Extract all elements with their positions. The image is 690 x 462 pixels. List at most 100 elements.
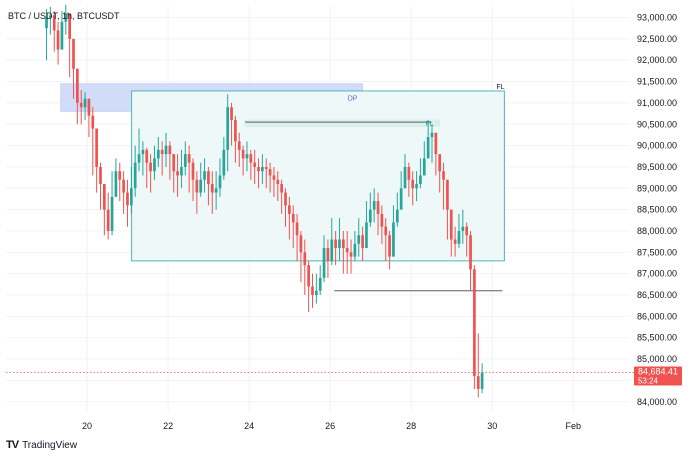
candle-body[interactable] — [180, 166, 183, 176]
candle-body[interactable] — [68, 13, 71, 39]
candle-body[interactable] — [183, 154, 187, 167]
candle-body[interactable] — [430, 132, 434, 138]
candle-body[interactable] — [407, 166, 411, 180]
candle-body[interactable] — [60, 21, 64, 50]
candle-body[interactable] — [442, 171, 445, 180]
candle-body[interactable] — [72, 38, 75, 69]
candle-body[interactable] — [126, 192, 129, 206]
candle-body[interactable] — [79, 102, 83, 108]
candle-body[interactable] — [315, 290, 318, 296]
candle-body[interactable] — [160, 149, 164, 155]
candle-body[interactable] — [284, 192, 287, 206]
last-price-badge[interactable] — [634, 366, 682, 386]
candle-body[interactable] — [137, 154, 141, 163]
candle-body[interactable] — [322, 248, 326, 278]
candle-body[interactable] — [365, 222, 368, 249]
tradingview-watermark[interactable]: TV TradingView — [6, 439, 77, 451]
candle-body[interactable] — [426, 137, 430, 159]
candle-body[interactable] — [473, 269, 476, 377]
candle-body[interactable] — [253, 162, 257, 167]
candle-body[interactable] — [419, 175, 422, 185]
candle-body[interactable] — [156, 149, 160, 159]
candle-body[interactable] — [349, 252, 353, 257]
candle-body[interactable] — [403, 166, 407, 189]
candle-body[interactable] — [272, 175, 276, 180]
candle-body[interactable] — [422, 158, 426, 176]
candle-body[interactable] — [257, 166, 260, 172]
candle-body[interactable] — [276, 179, 280, 185]
candle-body[interactable] — [476, 376, 480, 389]
candle-body[interactable] — [318, 277, 322, 291]
candle-body[interactable] — [164, 145, 168, 155]
candle-body[interactable] — [288, 205, 291, 214]
candle-body[interactable] — [87, 98, 91, 116]
candle-body[interactable] — [357, 235, 361, 244]
candle-body[interactable] — [326, 248, 330, 261]
candle-body[interactable] — [446, 179, 449, 210]
candle-body[interactable] — [64, 13, 68, 22]
candle-body[interactable] — [214, 188, 218, 193]
candle-body[interactable] — [415, 184, 418, 189]
candle-body[interactable] — [234, 119, 237, 142]
candle-body[interactable] — [241, 149, 245, 159]
candle-body[interactable] — [99, 166, 102, 185]
candle-body[interactable] — [388, 235, 391, 257]
candle-body[interactable] — [376, 201, 380, 214]
candle-body[interactable] — [95, 128, 98, 167]
candle-body[interactable] — [372, 201, 376, 210]
candle-body[interactable] — [469, 235, 472, 270]
candle-body[interactable] — [280, 184, 284, 193]
candle-body[interactable] — [106, 209, 110, 231]
candle-body[interactable] — [345, 248, 349, 253]
candle-body[interactable] — [399, 188, 403, 210]
candle-body[interactable] — [153, 158, 156, 172]
candle-body[interactable] — [380, 213, 384, 227]
candle-body[interactable] — [195, 179, 199, 193]
candle-body[interactable] — [118, 171, 122, 180]
candle-body[interactable] — [210, 184, 214, 193]
candle-body[interactable] — [218, 175, 222, 189]
candle-body[interactable] — [449, 209, 453, 240]
candle-body[interactable] — [91, 115, 95, 129]
candle-body[interactable] — [129, 188, 133, 206]
candle-body[interactable] — [307, 265, 310, 287]
candle-body[interactable] — [353, 243, 357, 257]
candle-body[interactable] — [303, 252, 307, 266]
candle-body[interactable] — [56, 30, 60, 50]
candle-body[interactable] — [226, 107, 230, 150]
candle-body[interactable] — [133, 162, 137, 189]
candle-body[interactable] — [187, 154, 191, 163]
candle-body[interactable] — [176, 171, 179, 176]
candle-body[interactable] — [311, 286, 314, 296]
candle-body[interactable] — [264, 166, 268, 170]
candle-body[interactable] — [237, 141, 241, 150]
candle-body[interactable] — [334, 239, 337, 249]
candle-body[interactable] — [384, 226, 388, 236]
candle-body[interactable] — [49, 15, 52, 18]
candle-body[interactable] — [361, 235, 364, 249]
candle-body[interactable] — [102, 184, 106, 210]
candle-body[interactable] — [261, 166, 264, 172]
candle-body[interactable] — [434, 132, 438, 155]
candle-body[interactable] — [83, 98, 87, 108]
candle-body[interactable] — [191, 162, 195, 180]
candle-body[interactable] — [291, 213, 295, 223]
candle-body[interactable] — [438, 154, 442, 172]
candle-body[interactable] — [222, 149, 226, 176]
candle-body[interactable] — [149, 162, 152, 172]
candle-body[interactable] — [199, 179, 203, 193]
candle-body[interactable] — [338, 239, 341, 249]
candle-body[interactable] — [245, 154, 249, 159]
candle-body[interactable] — [268, 169, 272, 176]
candle-body[interactable] — [122, 179, 125, 193]
candle-body[interactable] — [392, 222, 395, 257]
candle-body[interactable] — [461, 226, 465, 231]
candle-body[interactable] — [395, 209, 399, 223]
candle-body[interactable] — [295, 222, 299, 236]
candle-body[interactable] — [172, 154, 176, 172]
candle-body[interactable] — [480, 372, 484, 389]
candle-body[interactable] — [465, 226, 469, 236]
candle-body[interactable] — [203, 171, 206, 180]
